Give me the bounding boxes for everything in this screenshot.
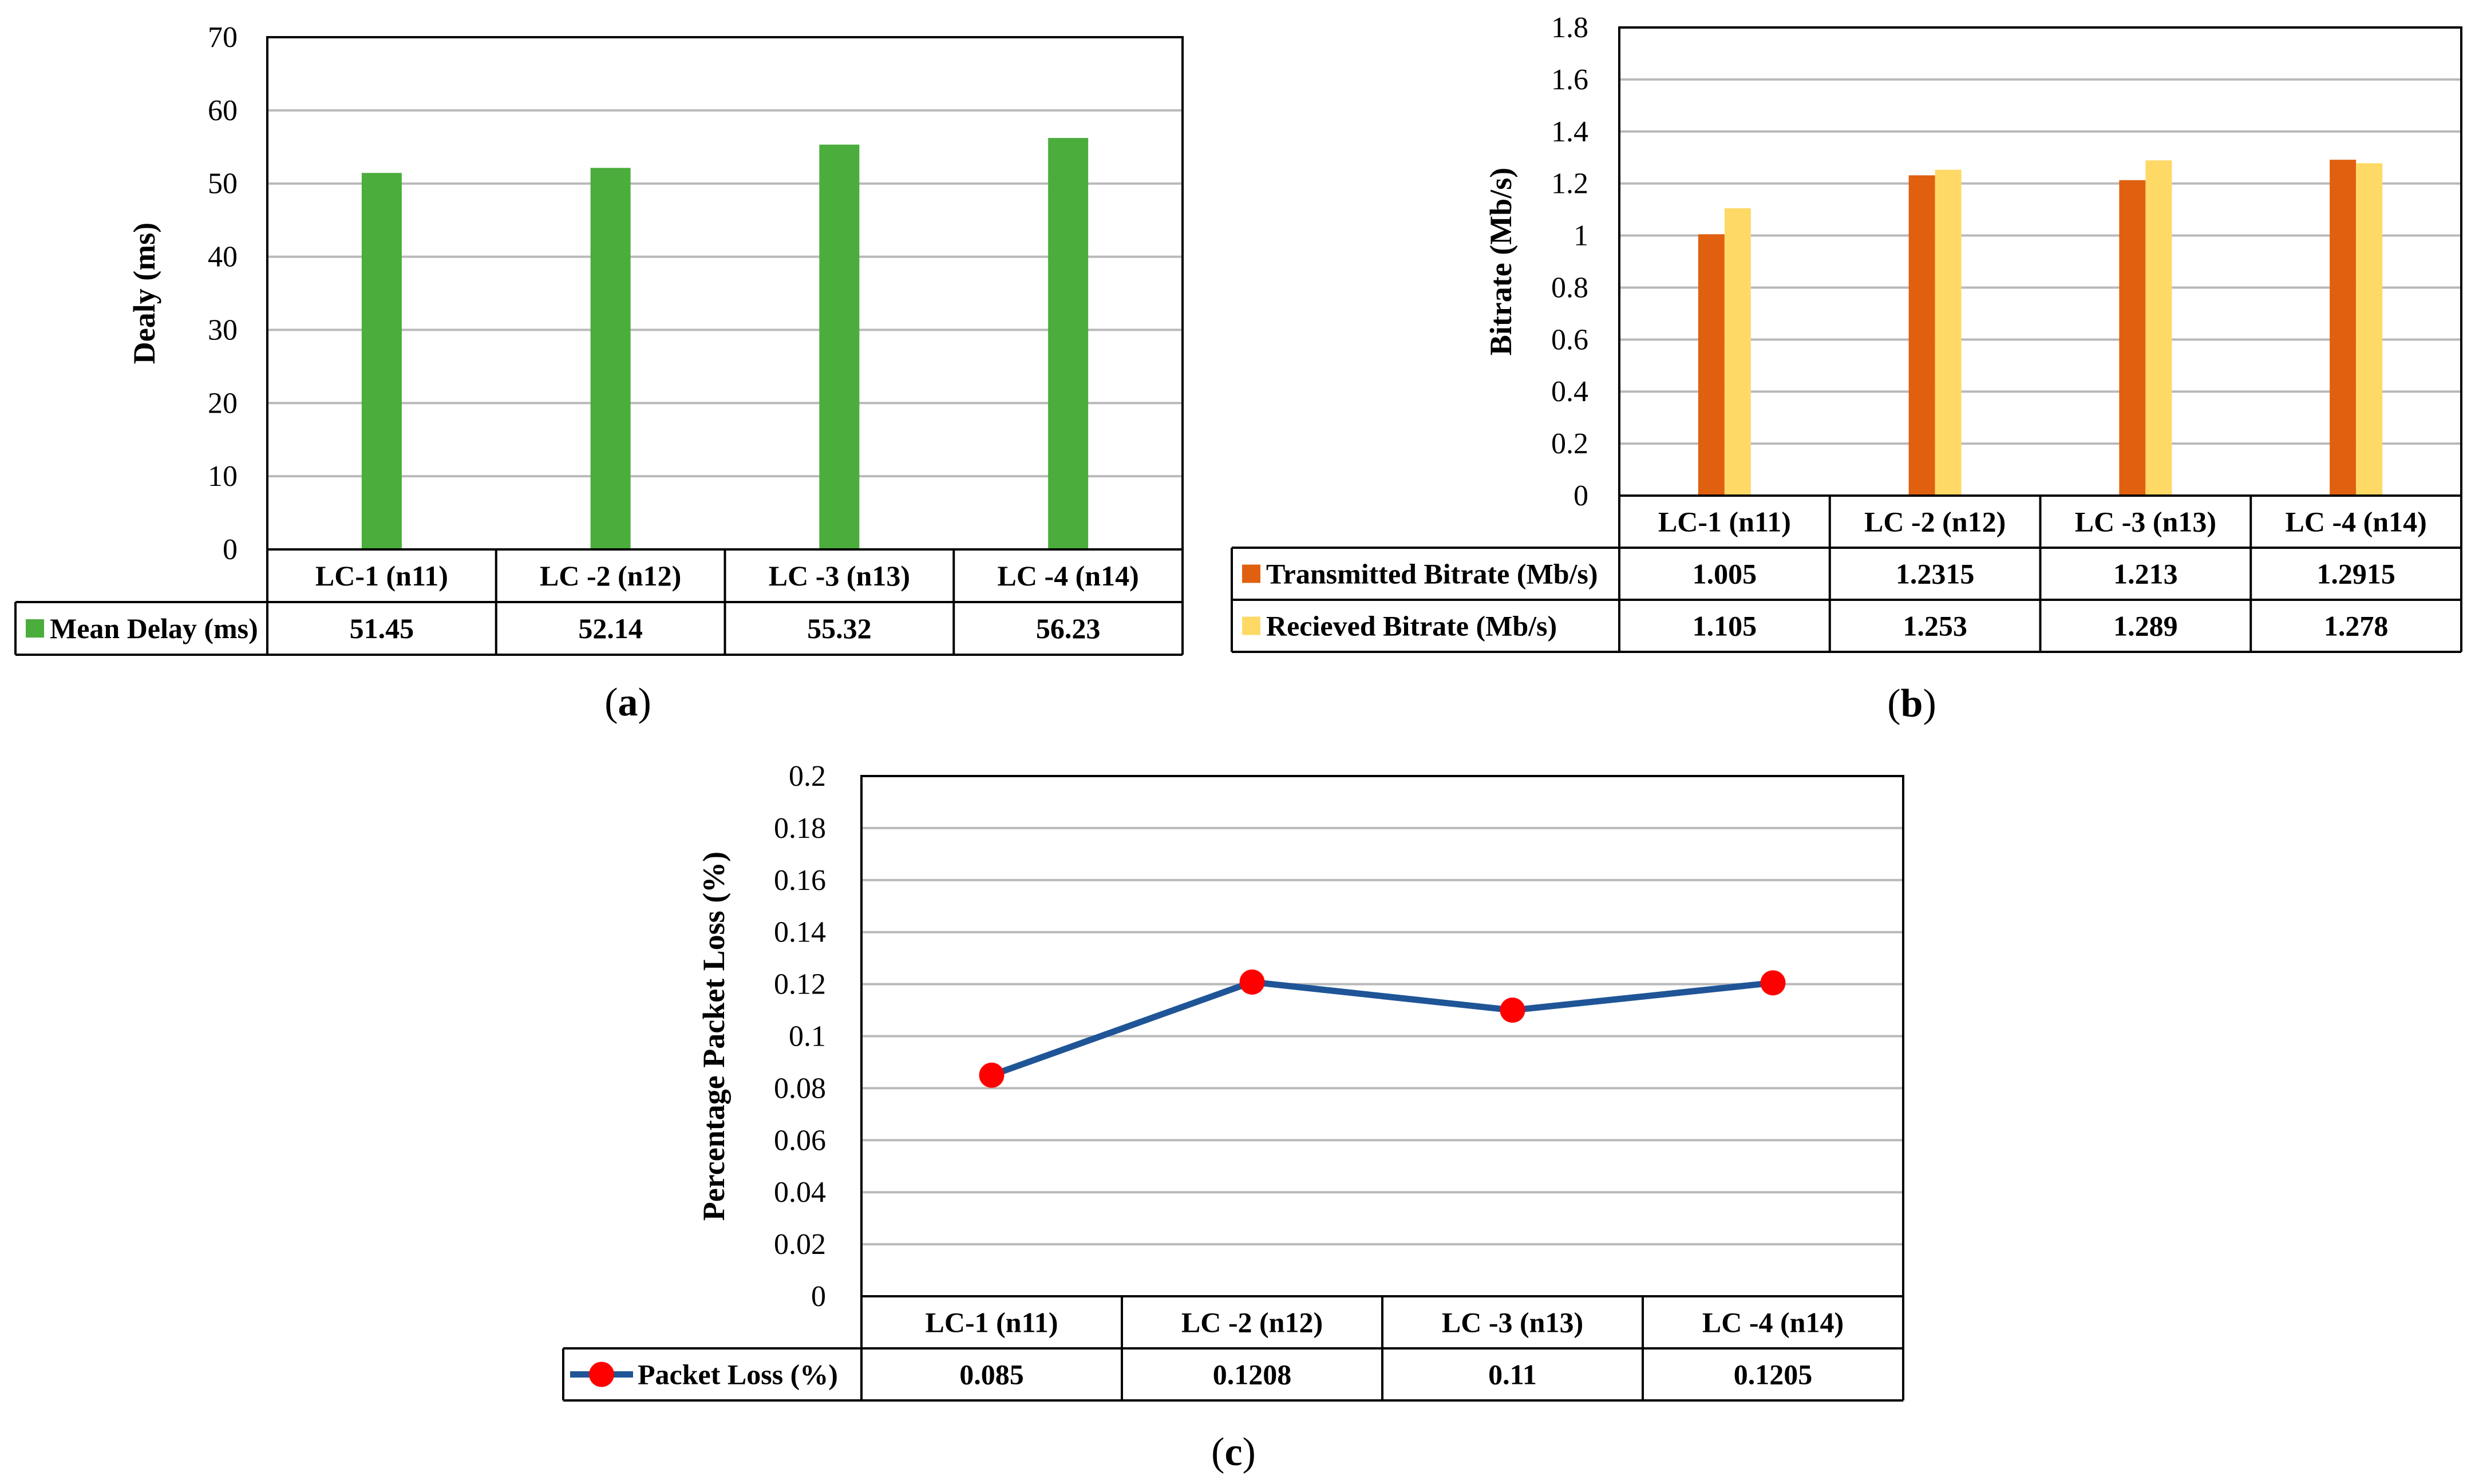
category-label: LC -2 (n12): [1181, 1307, 1323, 1339]
data-point-3: [1500, 998, 1525, 1023]
y-axis-title: Percentage Packet Loss (%): [697, 852, 731, 1221]
category-label: LC -4 (n14): [1702, 1307, 1844, 1339]
category-label: LC -3 (n13): [2075, 506, 2216, 538]
data-value-label: 1.2915: [2316, 558, 2395, 590]
series-line: [990, 979, 1774, 1078]
data-value-label: 55.32: [807, 612, 872, 644]
y-tick-label: 60: [208, 94, 238, 127]
bar-recieved-bitrate-mb-s--1: [1724, 208, 1751, 496]
y-tick-label: 0: [811, 1280, 826, 1313]
y-tick-label: 1.8: [1551, 11, 1588, 44]
y-axis-title: Bitrate (Mb/s): [1484, 168, 1518, 355]
y-tick-label: 0.04: [774, 1176, 826, 1209]
bar-mean-delay-ms--1: [361, 173, 402, 549]
category-label: LC -2 (n12): [1864, 506, 2006, 538]
y-tick-label: 0.4: [1551, 375, 1588, 408]
y-tick-label: 1.6: [1551, 64, 1588, 96]
data-value-label: 1.005: [1693, 558, 1757, 590]
panel-label: (a): [604, 680, 651, 725]
legend-swatch: [1242, 616, 1260, 635]
data-value-label: 56.23: [1036, 612, 1101, 644]
chart-c: 0 0.02 0.04 0.06 0.08 0.1 0.12 0.14 0.16 0.18 0.2 P…: [562, 760, 1904, 1474]
y-tick-label: 0.1: [789, 1020, 826, 1053]
y-tick-label: 0.02: [774, 1228, 826, 1261]
category-label: LC -3 (n13): [769, 560, 910, 592]
y-tick-label: 0.18: [774, 812, 826, 845]
data-value-label: 0.085: [959, 1359, 1024, 1391]
y-tick-label: 0.6: [1551, 323, 1588, 356]
y-tick-label: 0.2: [789, 760, 826, 793]
y-tick-label: 1: [1573, 220, 1588, 252]
bar-recieved-bitrate-mb-s--2: [1935, 169, 1962, 496]
data-value-label: 1.2315: [1896, 558, 1975, 590]
legend-swatch: [26, 619, 44, 638]
legend-label: Packet Loss (%): [638, 1359, 838, 1391]
bar-mean-delay-ms--4: [1048, 138, 1089, 550]
bar-mean-delay-ms--2: [590, 168, 631, 549]
y-tick-label: 0.16: [774, 864, 826, 897]
category-label: LC-1 (n11): [1658, 506, 1791, 538]
y-tick-label: 0.12: [774, 968, 826, 1001]
y-tick-label: 70: [208, 21, 238, 54]
data-value-label: 1.289: [2113, 610, 2178, 642]
plot-area-border: [266, 36, 1184, 551]
panel-label: (b): [1887, 682, 1936, 726]
y-tick-label: 30: [208, 314, 238, 346]
y-tick-label: 50: [208, 168, 238, 200]
data-value-label: 51.45: [350, 612, 414, 644]
bar-transmitted-bitrate-mb-s--4: [2330, 160, 2357, 496]
category-label: LC -4 (n14): [998, 560, 1139, 592]
legend-swatch: [1242, 564, 1260, 583]
data-value-label: 0.11: [1488, 1359, 1537, 1391]
legend-marker: [589, 1362, 614, 1387]
y-tick-label: 0.14: [774, 916, 826, 949]
y-tick-label: 0.8: [1551, 271, 1588, 304]
data-value-label: 0.1208: [1213, 1359, 1292, 1391]
legend-label: Recieved Bitrate (Mb/s): [1266, 610, 1557, 642]
category-label: LC-1 (n11): [315, 560, 448, 592]
category-label: LC-1 (n11): [926, 1307, 1058, 1339]
bar-transmitted-bitrate-mb-s--1: [1698, 234, 1725, 496]
y-tick-label: 1.2: [1551, 168, 1588, 200]
data-value-label: 1.278: [2324, 610, 2389, 642]
data-value-label: 1.105: [1693, 610, 1757, 642]
bar-transmitted-bitrate-mb-s--2: [1908, 175, 1935, 496]
panel-label: (c): [1211, 1430, 1256, 1474]
chart-a: 0 10 20 30 40 50 60 70 Dealy (ms) LC-1 (n11) LC -2…: [14, 21, 1184, 725]
legend-label: Mean Delay (ms): [50, 612, 258, 644]
data-value-label: 1.253: [1903, 610, 1967, 642]
bar-transmitted-bitrate-mb-s--3: [2119, 180, 2146, 496]
y-tick-label: 10: [208, 460, 238, 493]
category-label: LC -4 (n14): [2286, 506, 2427, 538]
bar-mean-delay-ms--3: [819, 144, 860, 550]
y-tick-label: 40: [208, 241, 238, 274]
y-tick-label: 0.2: [1551, 428, 1588, 460]
y-tick-label: 0: [1573, 480, 1588, 512]
category-label: LC -2 (n12): [540, 560, 681, 592]
data-point-1: [979, 1062, 1005, 1088]
y-axis-title: Dealy (ms): [127, 223, 161, 364]
y-tick-label: 0.06: [774, 1124, 826, 1157]
data-value-label: 0.1205: [1734, 1359, 1813, 1391]
legend-label: Transmitted Bitrate (Mb/s): [1266, 558, 1598, 590]
y-tick-label: 0.08: [774, 1072, 826, 1105]
bar-recieved-bitrate-mb-s--3: [2145, 160, 2172, 496]
data-value-label: 1.213: [2113, 558, 2178, 590]
data-point-2: [1239, 969, 1265, 995]
y-tick-label: 20: [208, 387, 238, 420]
y-tick-label: 1.4: [1551, 116, 1588, 148]
data-value-label: 52.14: [578, 612, 643, 644]
bar-recieved-bitrate-mb-s--4: [2356, 163, 2383, 496]
chart-b: 0 0.2 0.4 0.6 0.8 1 1.2 1.4 1.6 1.8 Bitrate (Mb/s)…: [1231, 11, 2462, 726]
y-tick-label: 0: [223, 533, 238, 566]
data-point-4: [1760, 970, 1786, 996]
category-label: LC -3 (n13): [1442, 1307, 1583, 1339]
